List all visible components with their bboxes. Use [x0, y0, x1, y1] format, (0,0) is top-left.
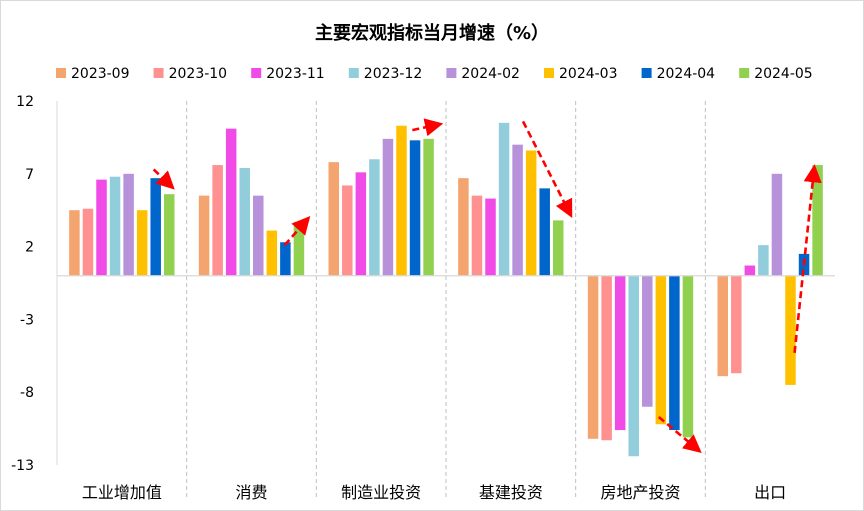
legend-label-2024-02: 2024-02: [461, 66, 520, 82]
legend-label-2023-11: 2023-11: [266, 66, 325, 82]
trend-arrow-消费: [283, 216, 311, 247]
bar-2024-05-消费: [293, 221, 305, 276]
bar-2024-05-制造业投资: [423, 138, 434, 276]
bar-2024-05-工业增加值: [164, 194, 175, 276]
bar-2023-11-工业增加值: [96, 179, 107, 276]
bar-2024-02-工业增加值: [123, 173, 134, 276]
legend-label-2024-05: 2024-05: [754, 66, 813, 82]
x-category-label: 消费: [235, 483, 267, 502]
x-category-label: 出口: [754, 483, 786, 502]
bar-2024-02-房地产投资: [642, 275, 653, 407]
x-category-label: 房地产投资: [600, 483, 680, 502]
legend-swatch-2024-04: [641, 68, 652, 78]
trend-arrow-工业增加值: [152, 168, 175, 190]
x-category-label: 制造业投资: [341, 483, 421, 502]
bar-2023-10-制造业投资: [342, 185, 353, 276]
legend-swatch-2023-09: [56, 68, 66, 78]
legend-label-2023-09: 2023-09: [71, 66, 130, 82]
bar-2024-04-消费: [280, 242, 291, 276]
bar-2023-12-出口: [758, 245, 769, 276]
x-category-label: 基建投资: [479, 483, 543, 502]
legend-label-2024-03: 2024-03: [559, 66, 618, 82]
bar-2023-09-消费: [198, 195, 210, 276]
bar-2024-04-工业增加值: [150, 178, 161, 276]
bar-2024-03-基建投资: [525, 150, 537, 276]
bar-2024-04-制造业投资: [409, 140, 421, 276]
bar-2023-10-工业增加值: [82, 208, 94, 276]
legend-swatch-2023-10: [153, 68, 164, 78]
bar-2023-10-消费: [212, 165, 223, 276]
legend-label-2024-04: 2024-04: [657, 66, 716, 82]
bar-2024-05-出口: [812, 165, 823, 276]
bar-2023-09-制造业投资: [328, 162, 339, 276]
bar-2023-12-工业增加值: [109, 176, 121, 276]
bar-2024-03-房地产投资: [655, 275, 667, 425]
bar-2023-11-制造业投资: [355, 172, 367, 276]
bar-2024-05-基建投资: [553, 220, 564, 276]
bar-2023-11-消费: [225, 128, 237, 276]
trend-arrow-基建投资: [521, 120, 573, 219]
bar-2023-09-基建投资: [458, 178, 469, 276]
bar-2023-11-房地产投资: [614, 275, 626, 431]
trend-arrow-制造业投资: [412, 118, 444, 137]
legend-swatch-2023-12: [348, 68, 359, 78]
bar-2023-11-出口: [744, 265, 756, 276]
bar-2023-10-出口: [731, 275, 742, 374]
bar-2024-03-消费: [266, 230, 278, 276]
bar-2024-02-制造业投资: [382, 138, 394, 276]
bar-2023-10-基建投资: [471, 195, 483, 276]
bar-2024-02-出口: [771, 173, 783, 276]
bar-2024-02-基建投资: [512, 144, 523, 276]
trend-arrow-房地产投资: [657, 415, 702, 453]
y-tick-label: 7: [25, 167, 34, 183]
bar-2024-03-出口: [785, 275, 796, 385]
bar-2024-04-房地产投资: [669, 275, 680, 431]
y-tick-label: -3: [20, 312, 34, 328]
legend-label-2023-10: 2023-10: [169, 66, 228, 82]
bar-2023-09-房地产投资: [587, 275, 599, 439]
bar-2024-03-工业增加值: [136, 210, 148, 276]
bar-2023-11-基建投资: [485, 198, 496, 276]
trend-arrow-出口: [793, 164, 822, 354]
bar-2023-10-房地产投资: [601, 275, 612, 441]
y-tick-label: 2: [25, 240, 34, 256]
bar-2023-12-基建投资: [498, 122, 510, 276]
chart-title: 主要宏观指标当月增速（%）: [315, 22, 549, 44]
bar-2024-05-房地产投资: [682, 275, 694, 438]
x-category-label: 工业增加值: [82, 483, 162, 502]
legend-swatch-2024-03: [544, 68, 554, 78]
y-tick-label: -8: [20, 385, 34, 401]
bar-2024-03-制造业投资: [396, 125, 407, 276]
bar-2024-04-基建投资: [539, 188, 550, 276]
y-tick-label: 12: [16, 94, 34, 110]
bar-2023-12-消费: [239, 167, 250, 276]
bar-2023-09-工业增加值: [69, 210, 80, 276]
y-tick-label: -13: [11, 458, 34, 474]
legend-swatch-2024-02: [446, 68, 457, 78]
bar-2023-12-制造业投资: [369, 159, 380, 276]
legend-swatch-2024-05: [739, 68, 750, 78]
bar-2023-09-出口: [717, 275, 728, 377]
legend-label-2023-12: 2023-12: [364, 66, 423, 82]
bar-2024-02-消费: [253, 195, 264, 276]
bar-2023-12-房地产投资: [628, 275, 639, 457]
legend-swatch-2023-11: [251, 68, 262, 78]
